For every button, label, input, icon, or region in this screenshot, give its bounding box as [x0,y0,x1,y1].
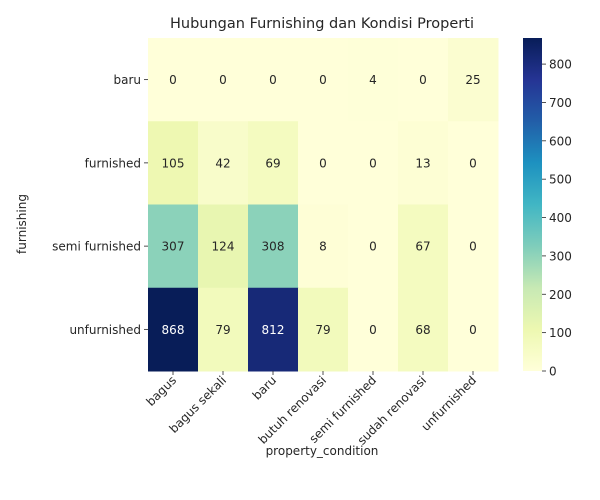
cell-value-label: 0 [369,156,377,170]
cell-value-label: 0 [469,156,477,170]
cell-value-label: 0 [369,240,377,254]
cell-value-label: 0 [169,73,177,87]
cell-value-label: 69 [265,156,280,170]
heatmap-cell [398,38,449,122]
heatmap-cell [198,204,249,289]
heatmap-cell [248,287,299,372]
heatmap-cell [248,204,299,289]
cell-value-label: 68 [415,323,430,337]
colorbar-tick-label: 500 [549,173,572,187]
heatmap-cell [448,38,499,122]
heatmap-cells [148,38,499,372]
cell-value-label: 868 [162,323,185,337]
cell-value-label: 67 [415,240,430,254]
cell-value-label: 0 [269,73,277,87]
x-tick-label: baru [250,373,279,402]
colorbar-tick-label: 0 [549,365,557,379]
cell-value-label: 8 [319,240,327,254]
cell-value-label: 0 [469,240,477,254]
cell-value-label: 0 [319,156,327,170]
heatmap-cell [248,38,299,122]
cell-value-label: 307 [162,240,185,254]
cell-value-label: 25 [465,73,480,87]
heatmap-cell [398,121,449,205]
heatmap-cell [398,204,449,289]
cell-value-label: 105 [162,156,185,170]
heatmap-cell [148,204,199,289]
colorbar-tick-label: 600 [549,134,572,148]
heatmap-cell [348,121,399,205]
heatmap-cell [198,38,249,122]
heatmap-cell [448,121,499,205]
heatmap-cell [148,121,199,205]
cell-value-label: 0 [219,73,227,87]
colorbar-tick-label: 200 [549,288,572,302]
chart-title: Hubungan Furnishing dan Kondisi Properti [170,16,474,32]
heatmap-cell [198,287,249,372]
cell-value-label: 124 [212,240,235,254]
heatmap-cell [448,204,499,289]
x-tick-label: bagus [143,373,179,409]
heatmap-cell-labels: 0 0 0 0 4 0 25 105 42 69 0 0 13 0 307 124 308 8 0 67 0 868 79 8… [162,73,481,337]
heatmap-cell [298,121,349,205]
heatmap-cell [348,38,399,122]
heatmap-cell [248,121,299,205]
heatmap-cell [298,38,349,122]
colorbar-tick-label: 100 [549,326,572,340]
cell-value-label: 0 [369,323,377,337]
cell-value-label: 42 [215,156,230,170]
colorbar-tick-label: 300 [549,249,572,263]
y-axis-ticks: baru furnished semi furnished unfurnished [52,73,148,337]
heatmap-cell [348,287,399,372]
y-tick-label: semi furnished [52,240,141,254]
cell-value-label: 812 [262,323,285,337]
y-tick-label: baru [113,73,141,87]
y-tick-label: unfurnished [69,323,141,337]
cell-value-label: 0 [419,73,427,87]
cell-value-label: 4 [369,73,377,87]
cell-value-label: 79 [215,323,230,337]
heatmap-cell [198,121,249,205]
heatmap-cell [148,38,199,122]
colorbar-tick-label: 700 [549,96,572,110]
cell-value-label: 308 [262,240,285,254]
heatmap-cell [298,204,349,289]
heatmap-cell [298,287,349,372]
heatmap-cell [148,287,199,372]
colorbar-tick-label: 800 [549,58,572,72]
y-axis-label: furnishing [15,194,29,254]
cell-value-label: 13 [415,156,430,170]
heatmap-cell [398,287,449,372]
cell-value-label: 0 [319,73,327,87]
cell-value-label: 79 [315,323,330,337]
colorbar [523,38,542,371]
y-tick-label: furnished [85,156,141,170]
colorbar-tick-label: 400 [549,211,572,225]
heatmap-cell [448,287,499,372]
colorbar-ticks: 0 100 200 300 400 500 600 700 800 [542,58,572,379]
x-axis-label: property_condition [266,444,379,458]
heatmap-cell [348,204,399,289]
cell-value-label: 0 [469,323,477,337]
